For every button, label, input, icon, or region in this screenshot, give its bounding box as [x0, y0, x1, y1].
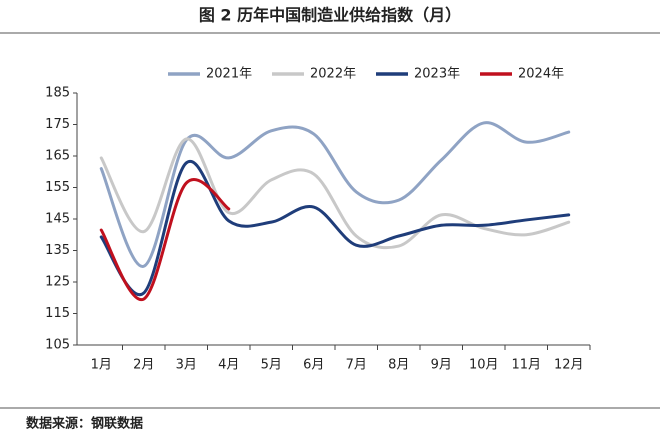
x-tick-label: 11月	[511, 358, 541, 373]
x-tick-label: 4月	[218, 358, 239, 373]
x-tick-label: 1月	[91, 358, 112, 373]
x-tick-label: 9月	[431, 358, 452, 373]
x-tick-label: 3月	[176, 358, 197, 373]
y-tick-label: 155	[45, 180, 70, 195]
y-tick-label: 125	[45, 275, 70, 290]
y-tick-label: 115	[45, 306, 70, 321]
legend-label: 2024年	[518, 67, 564, 82]
x-tick-label: 7月	[346, 358, 367, 373]
series-line	[99, 159, 571, 297]
chart-title: 图 2 历年中国制造业供给指数（月）	[199, 6, 461, 25]
x-tick-label: 6月	[303, 358, 324, 373]
series-line	[99, 121, 571, 268]
x-tick-label: 2月	[133, 358, 154, 373]
y-tick-label: 105	[45, 338, 70, 353]
legend-label: 2021年	[206, 67, 252, 82]
y-tick-label: 145	[45, 212, 70, 227]
y-tick-label: 185	[45, 86, 70, 101]
y-tick-label: 175	[45, 117, 70, 132]
series-line	[99, 178, 231, 301]
y-tick-label: 135	[45, 243, 70, 258]
series-line	[99, 137, 571, 250]
x-tick-label: 5月	[261, 358, 282, 373]
x-tick-label: 8月	[388, 358, 409, 373]
x-tick-label: 10月	[469, 358, 499, 373]
legend-label: 2022年	[310, 67, 356, 82]
y-tick-label: 165	[45, 149, 70, 164]
x-tick-label: 12月	[554, 358, 584, 373]
source: 数据来源：钢联数据	[26, 416, 143, 432]
legend-label: 2023年	[414, 67, 460, 82]
